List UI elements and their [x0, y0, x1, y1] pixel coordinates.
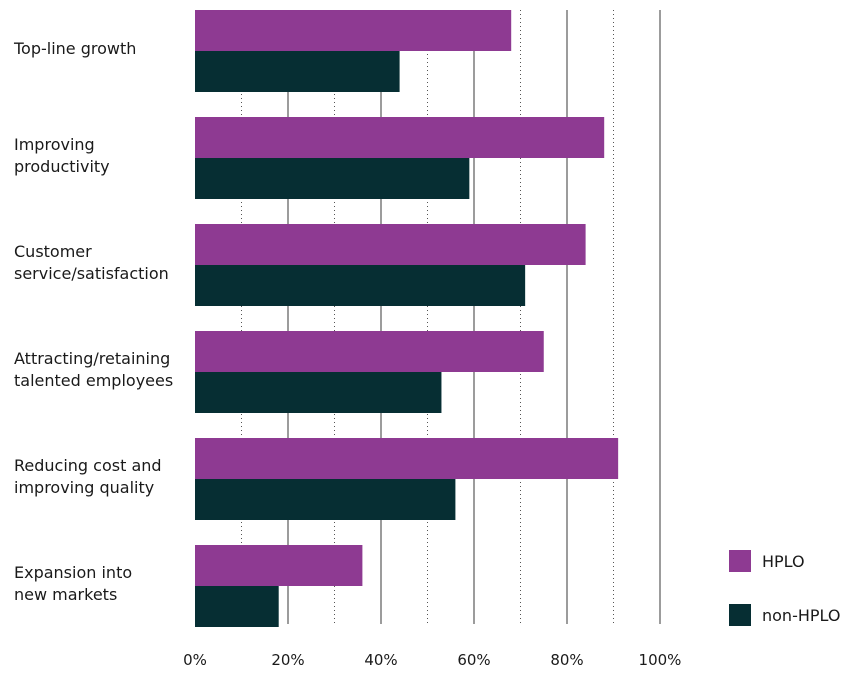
- bar-non-hplo-1: [195, 158, 470, 199]
- category-label-line: Top-line growth: [14, 39, 137, 58]
- category-label-3: Attracting/retaining talented employees: [14, 348, 189, 392]
- x-tick-label: 0%: [183, 651, 207, 669]
- bar-hplo-0: [195, 10, 512, 51]
- x-tick-label: 100%: [638, 651, 682, 669]
- category-label-line: Improving: [14, 135, 95, 154]
- category-label-line: improving quality: [14, 478, 155, 497]
- category-label-1: Improving productivity: [14, 134, 189, 178]
- legend-swatch-non-hplo: [729, 604, 751, 626]
- category-label-line: Reducing cost and: [14, 456, 162, 475]
- bar-non-hplo-3: [195, 372, 442, 413]
- bar-hplo-2: [195, 224, 586, 265]
- category-label-line: service/satisfaction: [14, 264, 169, 283]
- bar-non-hplo-5: [195, 586, 279, 627]
- x-tick-label: 60%: [457, 651, 491, 669]
- category-label-line: Customer: [14, 242, 92, 261]
- x-tick-label: 40%: [364, 651, 398, 669]
- legend-label-non-hplo: non-HPLO: [762, 605, 841, 625]
- category-label-2: Customer service/satisfaction: [14, 241, 189, 285]
- category-label-line: productivity: [14, 157, 110, 176]
- category-label-line: Expansion into: [14, 563, 133, 582]
- x-tick-label: 20%: [271, 651, 305, 669]
- bar-hplo-4: [195, 438, 619, 479]
- category-label-line: Attracting/retaining: [14, 349, 171, 368]
- bar-hplo-3: [195, 331, 544, 372]
- bar-hplo-1: [195, 117, 605, 158]
- category-label-5: Expansion into new markets: [14, 562, 189, 606]
- legend-item-non-hplo: non-HPLO: [729, 604, 840, 626]
- bars: [195, 10, 619, 627]
- x-tick-label: 80%: [550, 651, 584, 669]
- bar-non-hplo-2: [195, 265, 526, 306]
- grid-lines: [241, 10, 661, 624]
- bar-non-hplo-0: [195, 51, 400, 92]
- category-label-line: new markets: [14, 585, 118, 604]
- legend-item-hplo: HPLO: [729, 550, 805, 572]
- legend-swatch-hplo: [729, 550, 751, 572]
- legend-label-hplo: HPLO: [762, 551, 805, 571]
- category-label-4: Reducing cost and improving quality: [14, 455, 189, 499]
- category-label-0: Top-line growth: [14, 38, 189, 60]
- bar-non-hplo-4: [195, 479, 456, 520]
- bar-hplo-5: [195, 545, 363, 586]
- category-label-line: talented employees: [14, 371, 174, 390]
